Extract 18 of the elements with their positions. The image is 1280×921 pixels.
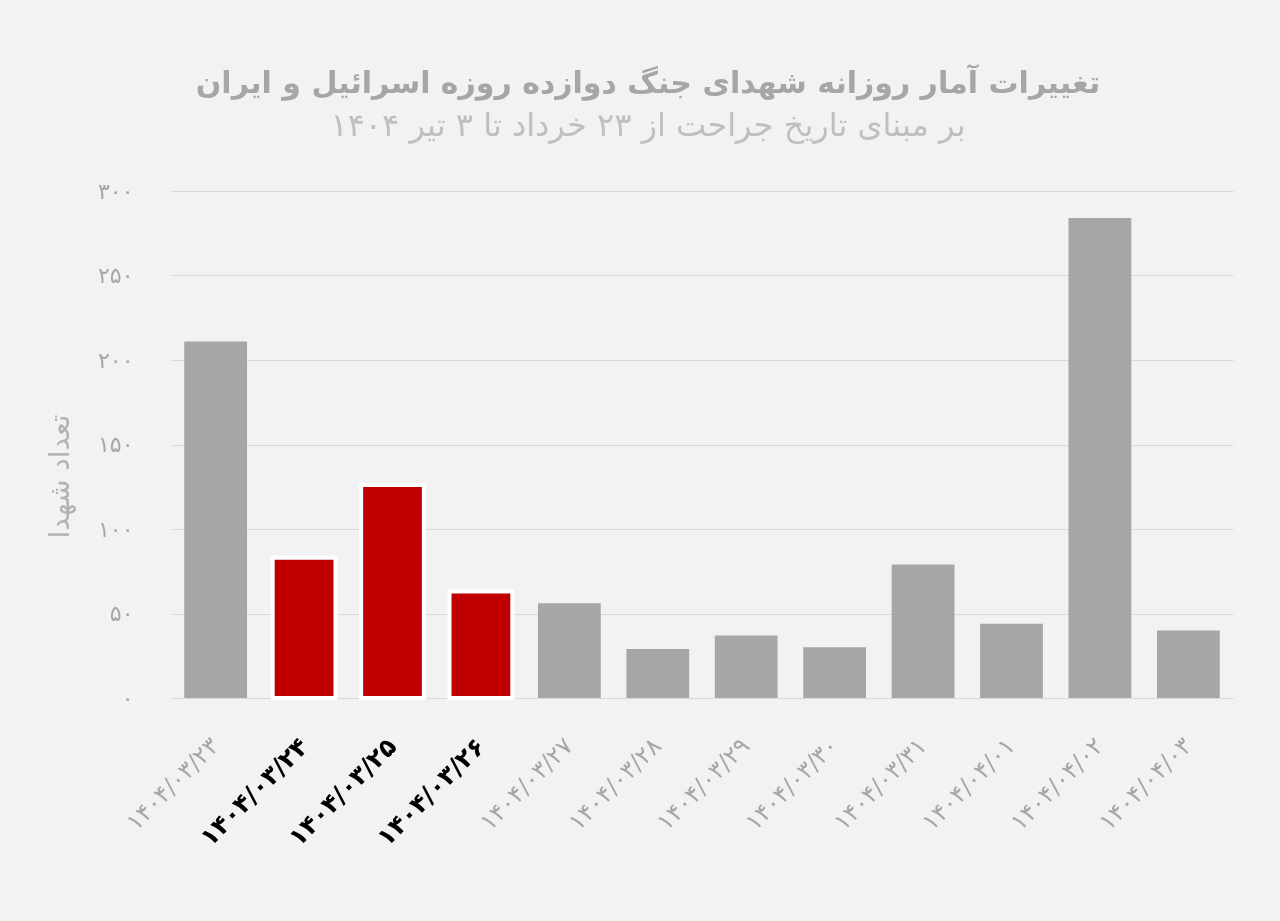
chart-title: تغییرات آمار روزانه شهدای جنگ دوازده روزه اسرائیل و ایران (195, 64, 1101, 101)
y-tick-label: ۳۰۰ (98, 178, 134, 204)
y-tick-label: ۱۵۰ (98, 432, 134, 457)
y-tick-label: ۲۰۰ (98, 347, 134, 373)
y-tick-label: ۱۰۰ (98, 516, 134, 542)
y-axis-title: تعداد شهدا (42, 414, 76, 539)
bar (1156, 630, 1220, 698)
bar (891, 564, 955, 698)
bar (980, 623, 1043, 698)
bar (803, 647, 867, 698)
bar (714, 635, 778, 698)
bar (626, 648, 690, 698)
bar (184, 341, 248, 698)
y-tick-label: ۲۵۰ (98, 263, 134, 288)
y-tick-label: ۵۰ (109, 601, 134, 626)
bar (1068, 218, 1132, 698)
bar (537, 603, 601, 698)
y-tick-label: ۰ (121, 685, 134, 711)
